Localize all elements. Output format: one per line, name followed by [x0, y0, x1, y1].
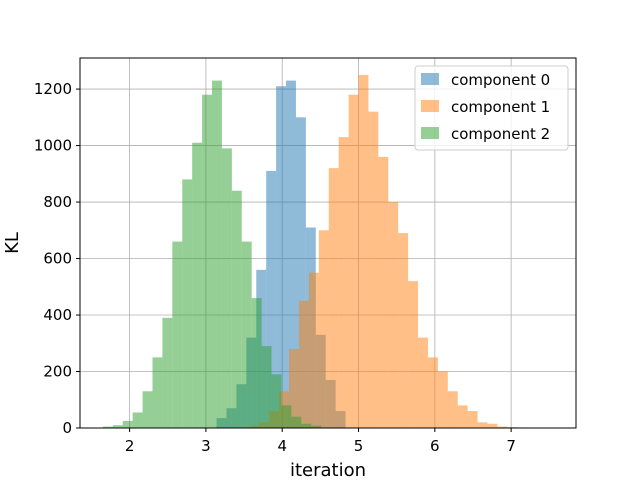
y-tick-label: 0 — [62, 419, 72, 437]
legend-label-component-1: component 1 — [451, 98, 550, 116]
bar-component-1 — [398, 233, 409, 428]
bar-component-2 — [122, 420, 133, 428]
bar-component-1 — [457, 405, 468, 428]
bar-component-2 — [251, 298, 262, 428]
bar-component-2 — [172, 241, 183, 428]
bar-component-2 — [291, 416, 302, 428]
bar-component-1 — [408, 281, 419, 428]
legend-label-component-2: component 2 — [451, 125, 550, 143]
bar-component-2 — [152, 357, 163, 428]
legend-swatch-component-0 — [421, 73, 439, 85]
bar-component-2 — [192, 142, 203, 428]
bar-component-1 — [289, 348, 300, 428]
x-tick-label: 4 — [277, 437, 287, 455]
bar-component-0 — [276, 86, 287, 429]
bar-component-1 — [418, 337, 428, 428]
bar-component-1 — [437, 371, 448, 428]
plot-frame — [79, 57, 577, 429]
bar-component-0 — [286, 80, 296, 428]
y-tick-label: 400 — [43, 306, 72, 324]
bar-component-1 — [308, 272, 319, 428]
series-component-2 — [102, 80, 322, 428]
legend-box — [414, 65, 569, 151]
bar-component-1 — [299, 300, 309, 428]
x-tick-label: 3 — [201, 437, 211, 455]
bar-component-1 — [427, 357, 438, 428]
bar-component-2 — [212, 80, 222, 428]
bar-component-1 — [388, 202, 399, 428]
bar-component-2 — [311, 425, 322, 428]
bar-component-1 — [338, 137, 349, 428]
bar-component-1 — [318, 230, 329, 428]
y-tick-label: 200 — [43, 363, 72, 381]
bar-component-0 — [295, 117, 306, 428]
bar-component-1 — [358, 74, 369, 428]
bar-component-1 — [487, 423, 498, 428]
bar-component-1 — [447, 391, 458, 428]
bar-component-2 — [281, 405, 292, 428]
bar-component-1 — [348, 94, 359, 428]
bar-component-2 — [142, 391, 153, 428]
y-tick-label: 600 — [43, 250, 72, 268]
bar-component-2 — [261, 346, 272, 428]
bar-component-2 — [301, 423, 312, 428]
bar-component-1 — [477, 422, 488, 428]
bar-component-2 — [231, 190, 242, 428]
bar-component-2 — [271, 374, 282, 428]
legend-label-component-0: component 0 — [451, 71, 550, 89]
bar-component-1 — [497, 426, 508, 428]
x-tick-label: 2 — [125, 437, 135, 455]
y-tick-label: 1000 — [34, 137, 72, 155]
bar-component-1 — [378, 156, 389, 428]
x-tick-label: 7 — [506, 437, 516, 455]
bar-component-2 — [102, 426, 113, 428]
bar-component-1 — [328, 168, 339, 429]
axis-ticks: 2 3 4 5 6 7 0 200 400 600 800 1000 1200 — [34, 80, 516, 455]
y-tick-label: 1200 — [34, 80, 72, 98]
x-axis-label: iteration — [290, 460, 366, 480]
legend-swatch-component-2 — [421, 127, 439, 139]
series-component-1 — [249, 74, 538, 429]
legend-swatch-component-1 — [421, 100, 439, 112]
bar-component-2 — [112, 425, 123, 428]
x-tick-label: 6 — [430, 437, 440, 455]
bar-component-1 — [467, 411, 478, 428]
bar-component-1 — [368, 111, 379, 428]
bar-component-0 — [266, 170, 277, 428]
legend: component 0 component 1 component 2 — [414, 65, 569, 151]
x-tick-label: 5 — [354, 437, 364, 455]
bar-component-2 — [221, 148, 232, 428]
bar-component-2 — [132, 412, 143, 428]
histogram-bars — [102, 74, 538, 429]
y-tick-label: 800 — [43, 193, 72, 211]
bar-component-2 — [162, 317, 173, 428]
bar-component-2 — [241, 241, 252, 428]
bar-component-2 — [202, 94, 213, 428]
y-axis-label: KL — [2, 232, 23, 254]
bar-component-2 — [182, 179, 193, 428]
